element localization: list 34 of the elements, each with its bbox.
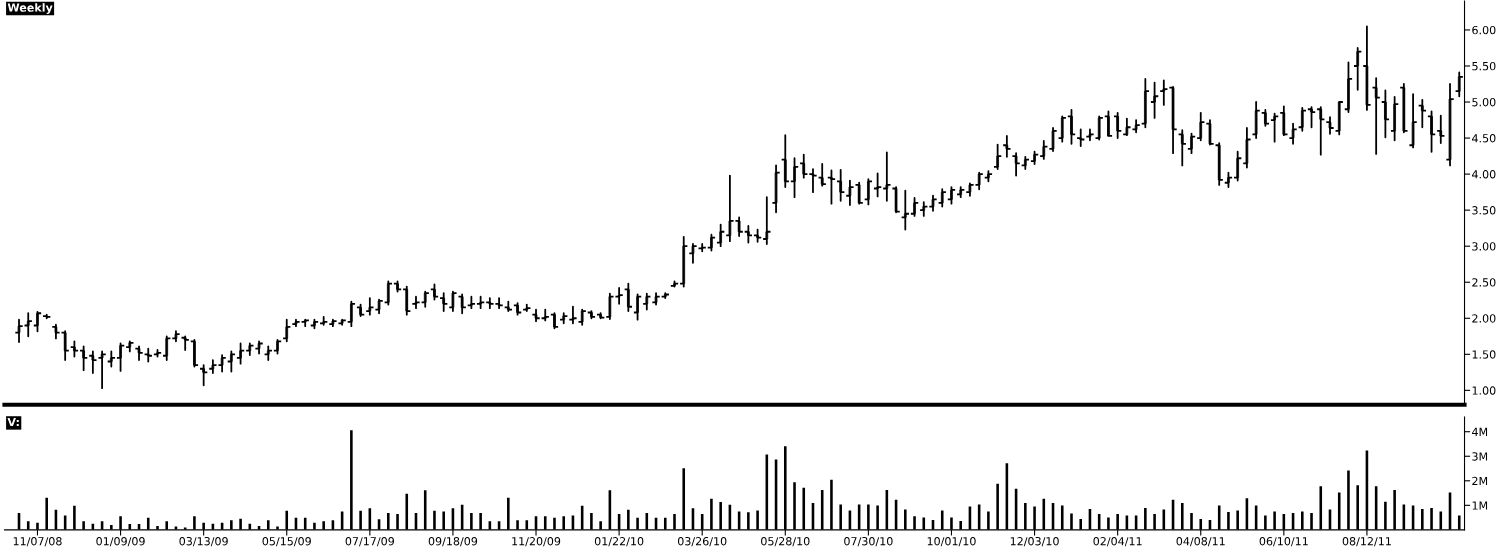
- y-tick-label: 1.50: [1472, 350, 1496, 359]
- y-tick-label: 5.00: [1472, 98, 1496, 107]
- x-tick-label: 10/01/10: [927, 537, 976, 547]
- x-tick-label: 11/07/08: [13, 537, 62, 547]
- chart-title: V:: [7, 417, 19, 427]
- y-tick-label: 4.50: [1472, 134, 1496, 143]
- x-tick-label: 05/28/10: [761, 537, 810, 547]
- x-tick-label: 05/15/09: [262, 537, 311, 547]
- y-tick-label: 2M: [1472, 476, 1488, 486]
- x-tick-label: 01/22/10: [594, 537, 644, 547]
- y-tick-label: 2.00: [1472, 314, 1496, 323]
- x-tick-label: 03/26/10: [677, 537, 727, 547]
- x-tick-label: 02/04/11: [1093, 537, 1142, 547]
- y-tick-label: 3.00: [1472, 242, 1496, 251]
- y-tick-label: 3M: [1472, 452, 1488, 461]
- x-tick-label: 09/18/09: [428, 537, 478, 547]
- x-tick-label: 08/12/11: [1342, 537, 1391, 547]
- y-tick-label: 1.00: [1472, 386, 1496, 395]
- chart-title: Weekly: [7, 3, 53, 14]
- x-tick-label: 01/09/09: [96, 537, 145, 547]
- x-tick-label: 07/30/10: [844, 537, 893, 547]
- y-tick-label: 6.00: [1472, 25, 1496, 35]
- x-tick-label: 03/13/09: [179, 537, 228, 547]
- x-tick-label: 06/10/11: [1259, 537, 1308, 547]
- y-tick-label: 4.00: [1472, 170, 1496, 179]
- y-tick-label: 1M: [1472, 501, 1488, 510]
- x-tick-label: 11/20/09: [512, 537, 561, 547]
- y-tick-label: 2.50: [1472, 278, 1496, 287]
- x-tick-label: 04/08/11: [1176, 537, 1225, 547]
- y-tick-label: 4M: [1472, 427, 1488, 436]
- y-tick-label: 5.50: [1472, 61, 1496, 71]
- x-tick-label: 07/17/09: [345, 537, 394, 547]
- y-tick-label: 3.50: [1472, 206, 1496, 215]
- x-tick-label: 12/03/10: [1010, 537, 1059, 547]
